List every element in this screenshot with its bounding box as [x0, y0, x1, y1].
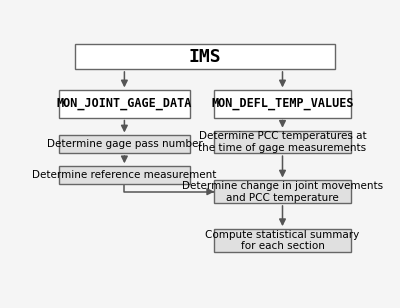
Text: Determine gage pass number: Determine gage pass number: [46, 139, 202, 149]
Text: MON_JOINT_GAGE_DATA: MON_JOINT_GAGE_DATA: [57, 97, 192, 111]
Text: Determine reference measurement: Determine reference measurement: [32, 170, 216, 180]
FancyBboxPatch shape: [59, 90, 190, 118]
Text: Determine PCC temperatures at
the time of gage measurements: Determine PCC temperatures at the time o…: [198, 131, 366, 153]
FancyBboxPatch shape: [75, 44, 335, 69]
FancyBboxPatch shape: [214, 180, 351, 203]
Text: MON_DEFL_TEMP_VALUES: MON_DEFL_TEMP_VALUES: [211, 97, 354, 111]
FancyBboxPatch shape: [59, 136, 190, 153]
FancyBboxPatch shape: [214, 229, 351, 252]
Text: IMS: IMS: [189, 47, 221, 66]
Text: Compute statistical summary
for each section: Compute statistical summary for each sec…: [205, 229, 360, 251]
FancyBboxPatch shape: [214, 131, 351, 153]
Text: Determine change in joint movements
and PCC temperature: Determine change in joint movements and …: [182, 181, 383, 202]
FancyBboxPatch shape: [59, 166, 190, 184]
FancyBboxPatch shape: [214, 90, 351, 118]
